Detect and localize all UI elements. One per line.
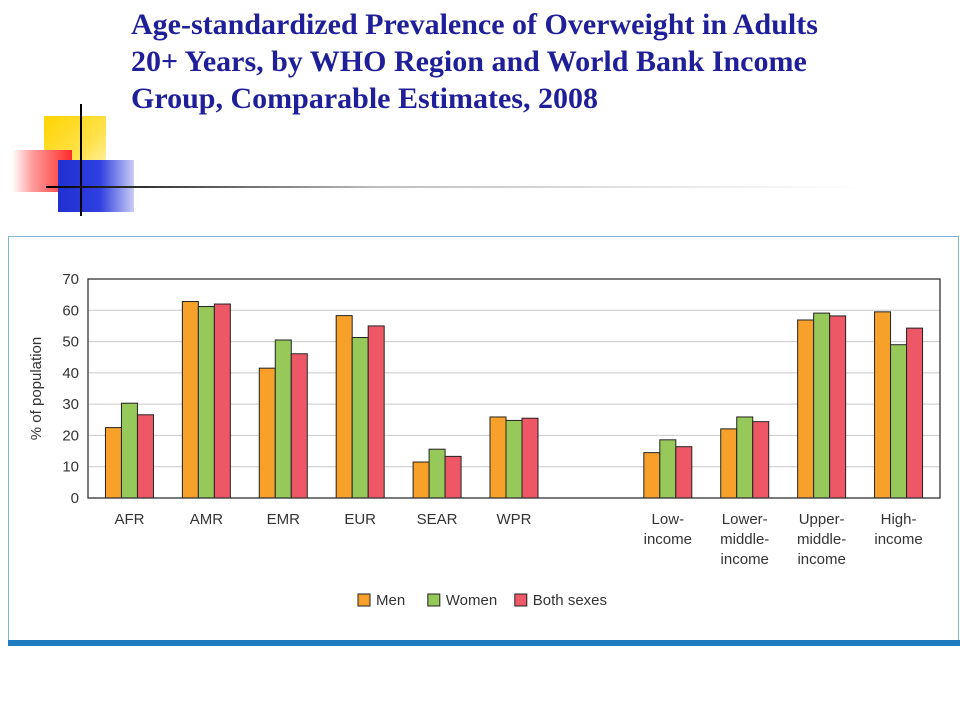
x-tick-label: income [797,551,845,568]
y-axis-label: % of population [28,337,45,440]
bar [659,439,677,499]
bar [890,344,908,499]
plot-frame [87,278,941,499]
y-tick-label: 50 [62,334,79,351]
y-tick-label: 70 [62,271,79,288]
x-tick-label: EUR [344,511,376,528]
bar [643,452,661,499]
bar [351,337,369,499]
legend-swatch [357,593,371,607]
x-tick-label: Lower- [722,511,768,528]
x-tick-label: income [721,551,769,568]
bar [906,327,924,499]
x-tick-label: income [874,531,922,548]
bar [290,353,308,499]
x-tick-label: AMR [190,511,224,528]
bar [181,301,199,499]
x-tick-label: SEAR [417,511,458,528]
legend-swatch [514,593,528,607]
bar [258,367,276,499]
bar [797,319,815,499]
x-tick-label: AFR [114,511,144,528]
x-tick-label: High- [881,511,917,528]
bar [274,339,292,499]
bar [813,312,831,499]
legend-label: Men [376,592,405,609]
bar [412,461,430,499]
x-tick-label: middle- [720,531,769,548]
bar [505,419,523,499]
bar [874,311,892,499]
y-tick-label: 10 [62,459,79,476]
y-tick-label: 20 [62,427,79,444]
chart-bottom-bar [8,640,960,646]
bar [829,315,847,499]
bar [104,427,122,499]
bar [335,315,353,499]
y-tick-label: 0 [71,490,79,507]
x-tick-label: EMR [267,511,301,528]
slide-title: Age-standardized Prevalence of Overweigh… [131,8,818,115]
legend-label: Women [446,592,497,609]
bar [444,455,462,499]
decor-vertical-line [80,104,82,216]
x-tick-label: WPR [497,511,532,528]
bar [197,306,215,499]
bar [367,325,385,499]
bar [521,417,539,499]
y-tick-label: 40 [62,365,79,382]
x-tick-label: income [644,531,692,548]
bar [720,428,738,499]
bar [136,414,154,499]
bar [428,448,446,499]
x-tick-label: Upper- [799,511,845,528]
bar [489,416,507,499]
bar [675,446,693,499]
x-tick-label: Low- [652,511,685,528]
legend-label: Both sexes [533,592,607,609]
y-tick-label: 30 [62,396,79,413]
title-underline [46,186,866,188]
bar [752,421,770,499]
bar [736,416,754,499]
x-tick-label: middle- [797,531,846,548]
bar [213,303,231,499]
y-tick-label: 60 [62,302,79,319]
legend-swatch [427,593,441,607]
bar [120,402,138,499]
